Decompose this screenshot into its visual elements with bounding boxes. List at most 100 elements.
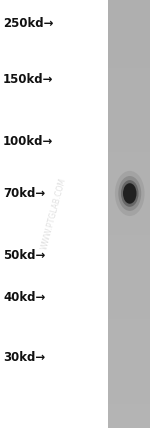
Bar: [108, 357, 150, 360]
Bar: [108, 83, 150, 86]
Bar: [108, 424, 150, 426]
Bar: [108, 13, 150, 15]
Text: 40kd→: 40kd→: [3, 291, 45, 304]
Bar: [108, 398, 150, 400]
Text: 70kd→: 70kd→: [3, 187, 45, 200]
Bar: [108, 282, 150, 285]
Bar: [108, 201, 150, 203]
Bar: [108, 9, 150, 11]
Bar: [108, 394, 150, 396]
Text: 150kd→: 150kd→: [3, 73, 54, 86]
Bar: [108, 379, 150, 381]
Bar: [108, 419, 150, 422]
Bar: [108, 417, 150, 419]
Bar: [108, 41, 150, 43]
Bar: [108, 238, 150, 240]
Bar: [108, 105, 150, 107]
Bar: [108, 101, 150, 103]
Bar: [108, 409, 150, 411]
Bar: [108, 73, 150, 75]
Bar: [108, 253, 150, 255]
Bar: [108, 392, 150, 394]
Bar: [108, 276, 150, 278]
Bar: [108, 319, 150, 321]
Bar: [108, 199, 150, 201]
Bar: [108, 124, 150, 126]
Bar: [108, 188, 150, 190]
Bar: [108, 385, 150, 387]
Bar: [108, 381, 150, 383]
Bar: [108, 92, 150, 94]
Bar: [108, 160, 150, 163]
Bar: [108, 197, 150, 199]
Bar: [108, 353, 150, 355]
Bar: [108, 383, 150, 385]
Bar: [108, 62, 150, 64]
Bar: [108, 43, 150, 45]
Bar: [108, 141, 150, 143]
Bar: [108, 250, 150, 253]
Bar: [108, 19, 150, 21]
Bar: [108, 49, 150, 51]
Bar: [108, 126, 150, 128]
Bar: [108, 223, 150, 225]
Bar: [108, 0, 150, 2]
Bar: [108, 77, 150, 79]
Bar: [108, 184, 150, 186]
Bar: [108, 4, 150, 6]
Bar: [108, 263, 150, 265]
Bar: [108, 334, 150, 336]
Bar: [108, 218, 150, 220]
Text: WWW.PTGLAB.COM: WWW.PTGLAB.COM: [40, 177, 68, 251]
Bar: [108, 327, 150, 330]
Bar: [108, 11, 150, 13]
Bar: [108, 293, 150, 295]
Bar: [108, 280, 150, 282]
Bar: [108, 411, 150, 413]
Bar: [108, 210, 150, 212]
Bar: [108, 377, 150, 379]
Bar: [108, 175, 150, 178]
Bar: [108, 190, 150, 193]
Bar: [108, 336, 150, 338]
Bar: [108, 169, 150, 171]
Ellipse shape: [115, 171, 145, 216]
Bar: [108, 150, 150, 152]
Bar: [108, 413, 150, 415]
Bar: [108, 71, 150, 73]
Bar: [108, 30, 150, 32]
Bar: [108, 235, 150, 238]
Bar: [108, 257, 150, 259]
Bar: [108, 374, 150, 377]
Bar: [108, 404, 150, 407]
Bar: [108, 426, 150, 428]
Bar: [108, 143, 150, 146]
Bar: [108, 173, 150, 175]
Bar: [108, 310, 150, 312]
Bar: [108, 81, 150, 83]
Text: 100kd→: 100kd→: [3, 135, 53, 148]
Bar: [108, 163, 150, 165]
Bar: [108, 158, 150, 160]
Bar: [108, 274, 150, 276]
Bar: [108, 152, 150, 154]
Bar: [108, 248, 150, 250]
Bar: [108, 255, 150, 257]
Bar: [108, 389, 150, 392]
Bar: [108, 372, 150, 374]
Bar: [108, 180, 150, 182]
Text: 250kd→: 250kd→: [3, 18, 54, 30]
Bar: [108, 86, 150, 88]
Bar: [108, 295, 150, 297]
Bar: [108, 289, 150, 291]
Bar: [108, 98, 150, 101]
Bar: [108, 17, 150, 19]
Bar: [108, 139, 150, 141]
Bar: [108, 317, 150, 319]
Bar: [108, 364, 150, 366]
Bar: [108, 315, 150, 317]
Bar: [108, 415, 150, 417]
Bar: [108, 75, 150, 77]
Bar: [108, 402, 150, 404]
Bar: [108, 330, 150, 332]
